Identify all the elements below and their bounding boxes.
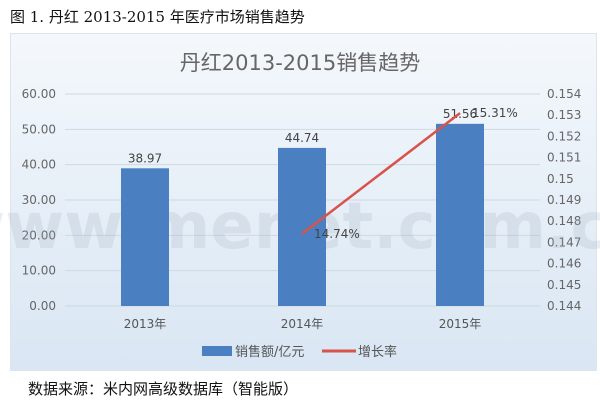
bar	[436, 123, 484, 306]
line-label: 15.31%	[472, 106, 518, 120]
data-source: 数据来源：米内网高级数据库（智能版）	[28, 380, 299, 398]
x-tick: 2015年	[439, 317, 482, 331]
y-right-tick: 0.152	[547, 129, 581, 143]
y-left-tick: 0.00	[29, 299, 56, 313]
legend-bar-swatch	[202, 346, 232, 356]
x-tick: 2013年	[124, 317, 167, 331]
y-right-tick: 0.15	[547, 172, 574, 186]
bar-label: 44.74	[285, 131, 319, 145]
y-right-tick: 0.146	[547, 257, 581, 271]
y-left-tick: 10.00	[22, 264, 56, 278]
y-right-tick: 0.145	[547, 278, 581, 292]
y-right-tick: 0.144	[547, 299, 581, 313]
x-tick: 2014年	[281, 317, 324, 331]
growth-line	[301, 112, 461, 235]
y-right-tick: 0.153	[547, 108, 581, 122]
bar-label: 38.97	[128, 151, 162, 165]
y-right-tick: 0.151	[547, 151, 581, 165]
chart-title: 丹红2013-2015销售趋势	[180, 51, 420, 75]
y-right-tick: 0.154	[547, 87, 581, 101]
y-right-tick: 0.148	[547, 214, 581, 228]
y-left-tick: 20.00	[22, 228, 56, 242]
figure-caption: 图 1. 丹红 2013-2015 年医疗市场销售趋势	[10, 8, 305, 26]
y-left-tick: 50.00	[22, 122, 56, 136]
legend-bar-label: 销售额/亿元	[235, 344, 304, 360]
bar	[278, 147, 326, 306]
legend-line-label: 增长率	[358, 344, 397, 360]
y-left-tick: 30.00	[22, 193, 56, 207]
y-left-tick: 60.00	[22, 87, 56, 101]
line-label: 14.74%	[314, 227, 360, 241]
y-right-tick: 0.147	[547, 235, 581, 249]
y-left-tick: 40.00	[22, 158, 56, 172]
y-right-tick: 0.149	[547, 193, 581, 207]
bar	[121, 168, 169, 306]
